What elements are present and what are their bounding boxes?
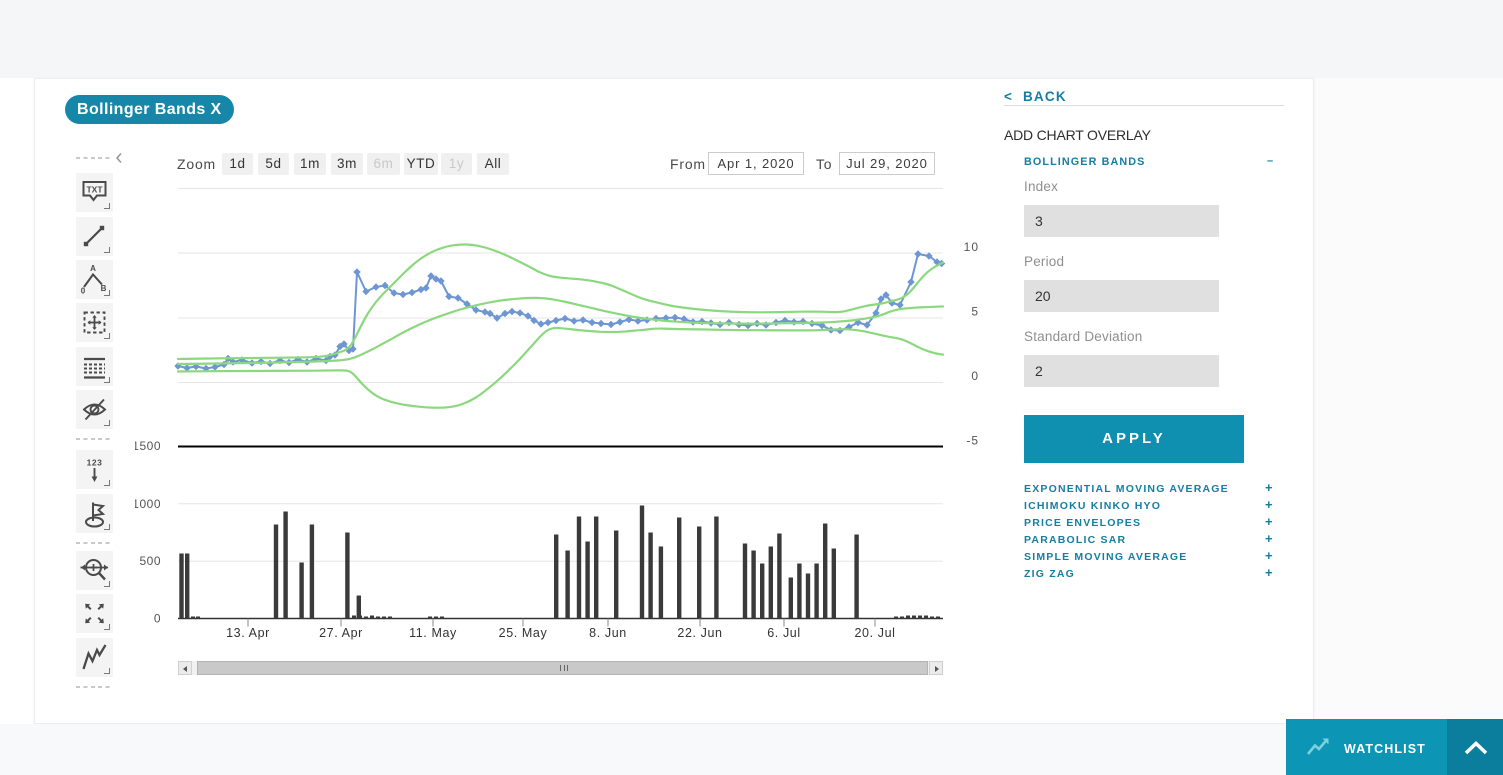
svg-text:-5: -5 bbox=[966, 434, 979, 448]
svg-text:20. Jul: 20. Jul bbox=[854, 626, 895, 640]
svg-text:22. Jun: 22. Jun bbox=[677, 626, 722, 640]
svg-text:TXT: TXT bbox=[86, 184, 103, 194]
svg-text:13. Apr: 13. Apr bbox=[226, 626, 270, 640]
svg-text:B: B bbox=[101, 284, 107, 293]
svg-text:27. Apr: 27. Apr bbox=[319, 626, 363, 640]
svg-text:A: A bbox=[90, 264, 96, 273]
svg-text:0: 0 bbox=[81, 287, 86, 296]
svg-text:6. Jul: 6. Jul bbox=[767, 626, 800, 640]
svg-text:0: 0 bbox=[971, 369, 979, 383]
svg-text:0: 0 bbox=[154, 612, 161, 626]
svg-text:1500: 1500 bbox=[135, 439, 161, 453]
svg-text:10: 10 bbox=[964, 240, 979, 254]
svg-text:500: 500 bbox=[139, 554, 161, 568]
svg-text:1000: 1000 bbox=[135, 497, 161, 511]
svg-text:123: 123 bbox=[87, 458, 103, 468]
svg-text:25. May: 25. May bbox=[499, 626, 548, 640]
svg-text:11. May: 11. May bbox=[409, 626, 457, 640]
svg-text:5: 5 bbox=[971, 305, 979, 319]
svg-text:8. Jun: 8. Jun bbox=[589, 626, 627, 640]
